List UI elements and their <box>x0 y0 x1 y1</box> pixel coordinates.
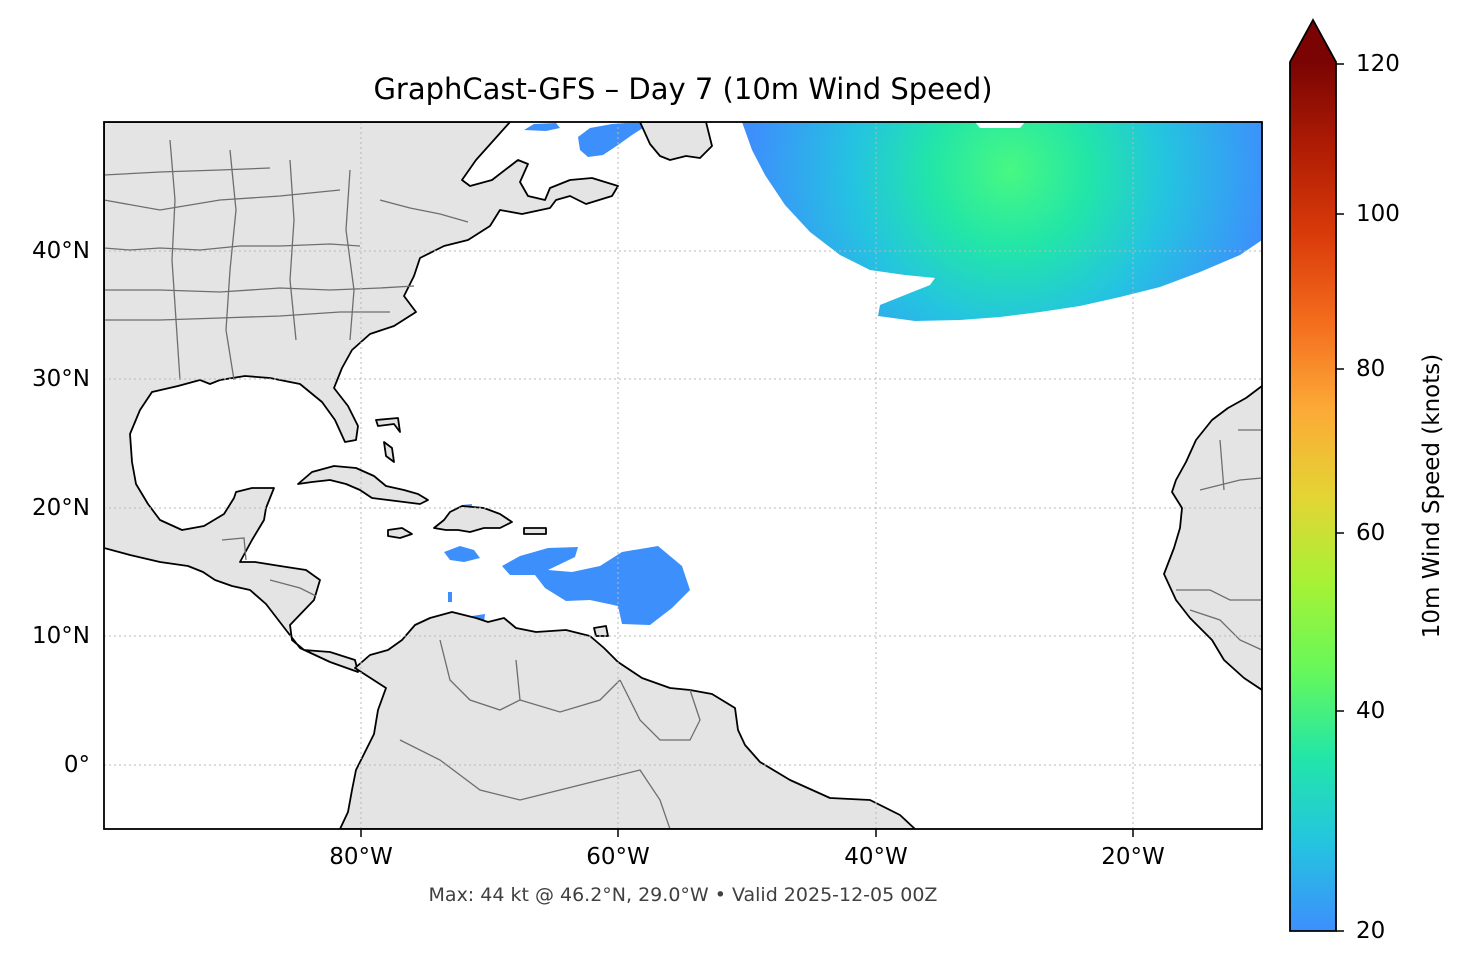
bahamas-andros <box>383 441 395 463</box>
border-line <box>225 149 237 381</box>
africa <box>1163 385 1262 691</box>
map-frame <box>103 121 1263 830</box>
border-line <box>289 159 297 341</box>
border-line <box>104 189 341 211</box>
max-wind-footer: Max: 44 kt @ 46.2°N, 29.0°W • Valid 2025… <box>428 884 938 906</box>
border-line <box>104 285 415 293</box>
wind-patch-caribbean-east <box>502 546 690 625</box>
border-line <box>399 739 671 829</box>
south-america <box>339 611 916 829</box>
border-line <box>1199 477 1262 491</box>
colorbar-tick-label-60: 60 <box>1356 520 1386 546</box>
lon-label-20w: 20°W <box>1101 844 1165 870</box>
colorbar-tick-label-100: 100 <box>1356 201 1400 227</box>
florida-keys-bahamas <box>375 417 401 433</box>
wind-patch-caribbean-central <box>444 546 480 562</box>
wind-speck-a <box>448 592 452 602</box>
wind-swath-north-atlantic <box>742 122 1262 321</box>
border-line <box>269 579 317 597</box>
lat-label-20n: 20°N <box>32 495 90 521</box>
wind-patch-labrador <box>524 123 560 131</box>
jamaica <box>387 527 413 539</box>
map-title: GraphCast-GFS – Day 7 (10m Wind Speed) <box>373 72 993 106</box>
trinidad <box>593 625 609 637</box>
border-line <box>169 139 181 381</box>
colorbar-label: 10m Wind Speed (knots) <box>1419 353 1445 639</box>
wind-patch-gulf-st-lawrence <box>578 122 646 157</box>
border-line <box>221 537 247 561</box>
colorbar-tick-label-40: 40 <box>1356 698 1386 724</box>
lat-label-30n: 30°N <box>32 366 90 392</box>
political-borders <box>104 139 1262 829</box>
lat-label-0: 0° <box>63 752 90 778</box>
wind-speed-field <box>444 122 1262 625</box>
colorbar-outline <box>1289 18 1337 932</box>
colorbar-gradient <box>1290 62 1336 931</box>
axis-ticks <box>360 829 1134 837</box>
lat-label-40n: 40°N <box>32 238 90 264</box>
nova-scotia-newfoundland <box>639 122 713 161</box>
border-line <box>345 169 355 341</box>
colorbar-extend-arrow <box>1290 20 1336 62</box>
map-gridlines <box>104 122 1262 829</box>
puerto-rico <box>523 527 547 535</box>
lon-label-80w: 80°W <box>329 844 393 870</box>
border-line <box>104 243 361 251</box>
border-line <box>519 679 621 713</box>
cuba <box>297 465 429 505</box>
colorbar-tick-label-120: 120 <box>1356 51 1400 77</box>
border-line <box>1176 589 1262 601</box>
lat-label-10n: 10°N <box>32 623 90 649</box>
border-line <box>1189 609 1262 651</box>
land-masses <box>104 122 1262 829</box>
lon-label-40w: 40°W <box>844 844 908 870</box>
border-line <box>104 167 271 176</box>
north-america <box>104 122 619 673</box>
border-line <box>1219 439 1225 491</box>
border-line <box>619 679 701 741</box>
border-line <box>439 639 521 711</box>
colorbar-tick-label-20: 20 <box>1356 918 1386 944</box>
wind-gap-notch <box>975 122 1025 128</box>
colorbar <box>1289 18 1344 932</box>
lon-label-60w: 60°W <box>586 844 650 870</box>
border-line <box>379 199 469 223</box>
colorbar-tick-label-80: 80 <box>1356 356 1386 382</box>
border-line <box>104 311 390 321</box>
